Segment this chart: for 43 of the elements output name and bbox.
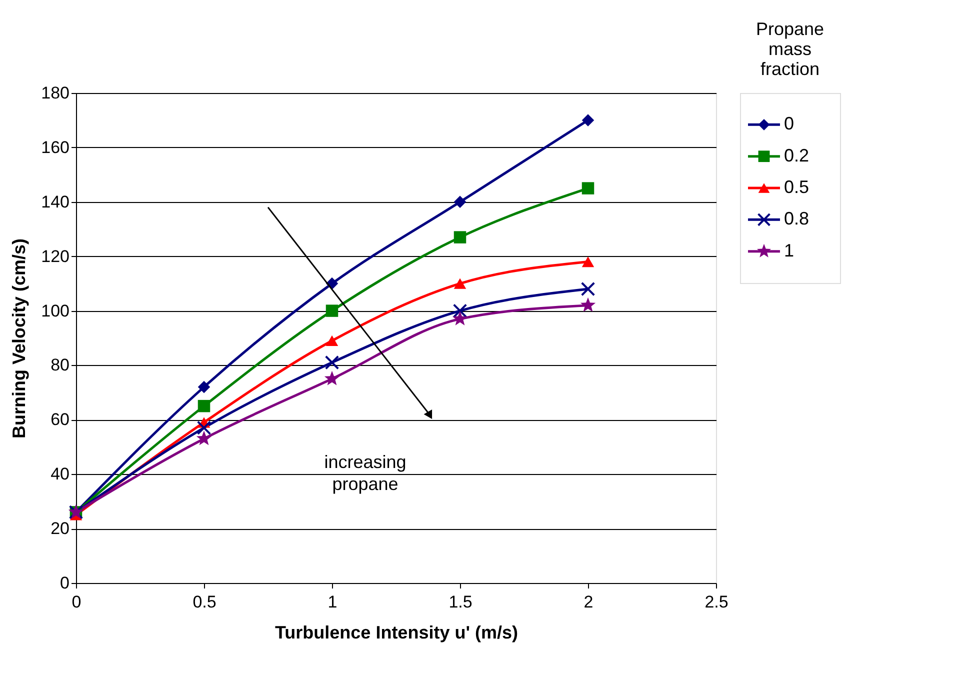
y-tick-label: 60 xyxy=(50,410,70,430)
x-tick-label: 2 xyxy=(584,592,594,612)
y-tick-label: 120 xyxy=(41,246,70,266)
y-tick-label: 140 xyxy=(41,192,70,212)
x-tick-label: 2.5 xyxy=(704,592,728,612)
x-tick-label: 1.5 xyxy=(448,592,472,612)
legend-label: 0.2 xyxy=(784,145,810,166)
point xyxy=(324,355,340,370)
y-tick-label: 40 xyxy=(50,464,70,484)
point xyxy=(198,380,210,394)
y-tick-label: 180 xyxy=(41,84,70,102)
y-tick-label: 80 xyxy=(50,356,70,375)
legend-title: Propane mass fraction xyxy=(756,19,824,79)
y-tick-label: 0 xyxy=(60,574,70,592)
point xyxy=(580,297,596,312)
x-tick-label: 0.5 xyxy=(192,592,216,612)
point xyxy=(582,114,594,126)
legend-label: 0 xyxy=(784,114,794,134)
point xyxy=(196,430,212,446)
point xyxy=(454,278,466,289)
x-tick-label: 0 xyxy=(72,592,82,612)
point xyxy=(196,420,212,435)
point xyxy=(454,196,466,208)
point xyxy=(324,370,340,386)
point xyxy=(326,335,338,346)
point xyxy=(326,304,338,317)
point xyxy=(580,282,596,296)
legend-label: 1 xyxy=(784,240,794,260)
x-axis-title: Turbulence Intensity u' (m/s) xyxy=(275,622,518,642)
y-tick-label: 160 xyxy=(41,138,70,157)
y-axis-title: Burning Velocity (cm/s) xyxy=(9,238,30,439)
point xyxy=(454,231,466,244)
x-tick-label: 1 xyxy=(328,592,338,612)
legend-label: 0.8 xyxy=(784,208,810,229)
y-tick-label: 100 xyxy=(41,301,70,320)
annotation: increasing propane xyxy=(324,452,406,494)
point xyxy=(452,304,468,318)
legend-label: 0.5 xyxy=(784,177,810,197)
point xyxy=(198,400,210,412)
y-tick-label: 20 xyxy=(50,519,70,538)
point xyxy=(452,310,468,326)
point xyxy=(582,256,594,268)
point xyxy=(582,182,594,194)
